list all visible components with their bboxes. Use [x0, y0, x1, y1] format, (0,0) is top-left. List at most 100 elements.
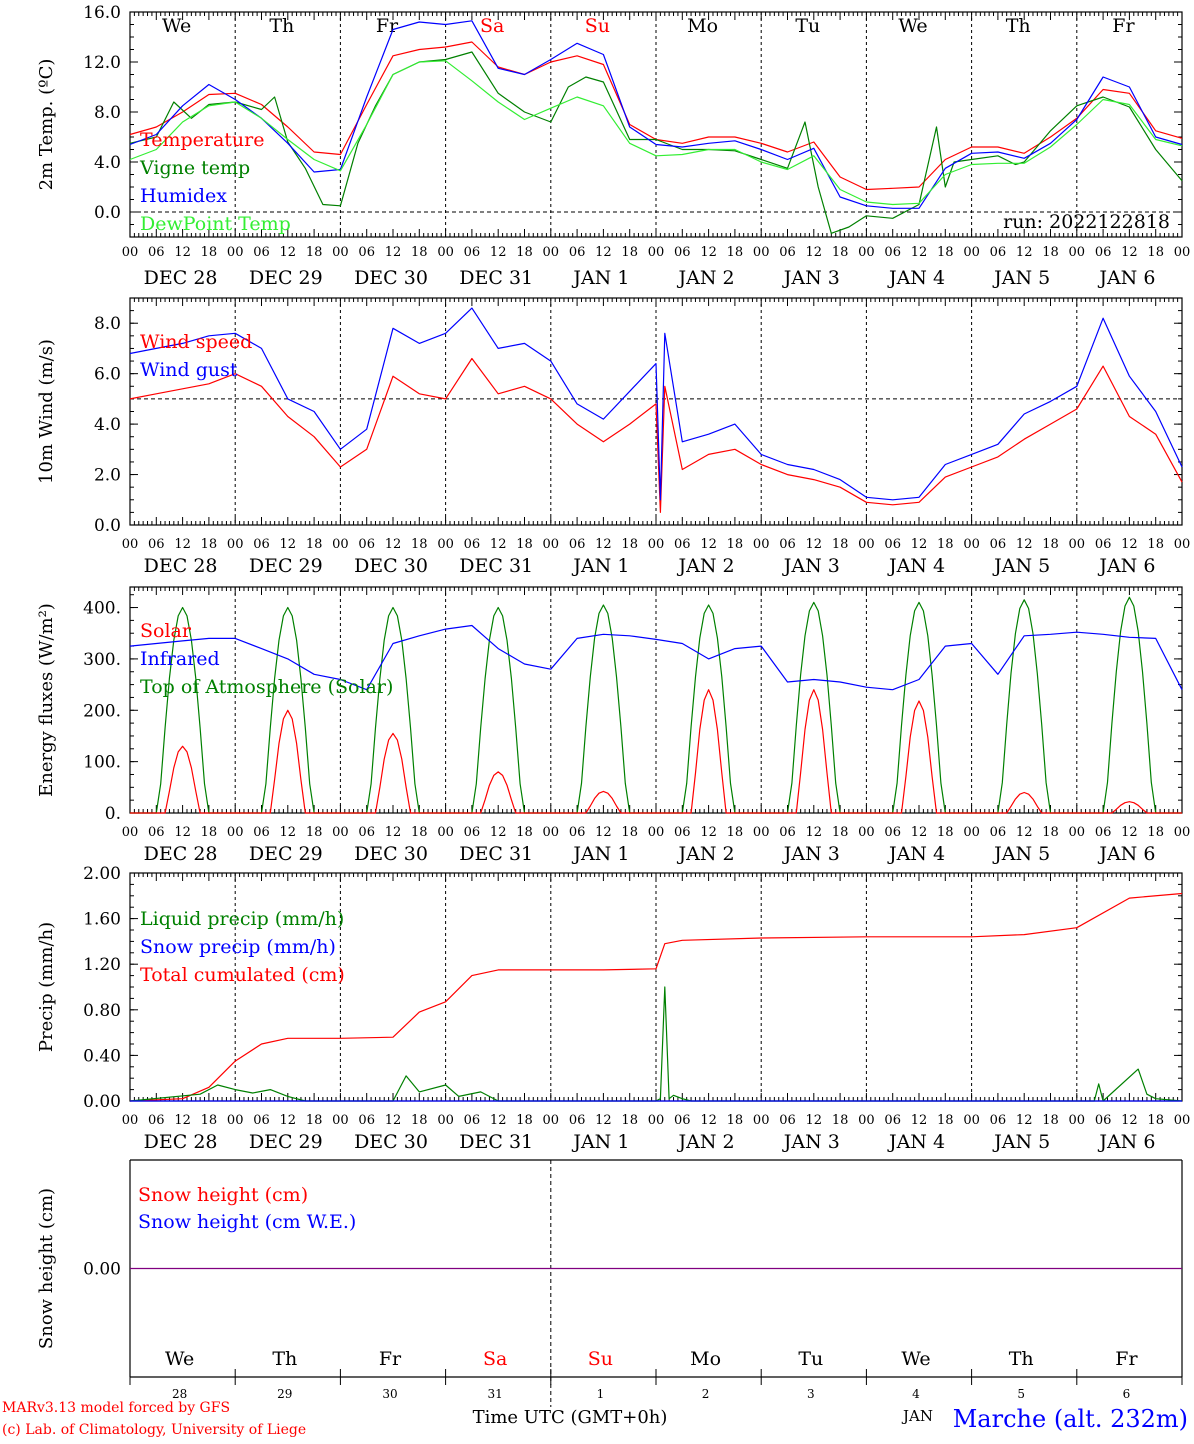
- hour-tick-label: 12: [1121, 537, 1138, 552]
- hour-tick-label: 00: [1069, 245, 1086, 260]
- y-tick-label: 0.0: [94, 516, 121, 536]
- hour-tick-label: 06: [358, 825, 375, 840]
- hour-tick-label: 06: [990, 825, 1007, 840]
- date-label: JAN 3: [782, 555, 840, 577]
- hour-tick-label: 00: [648, 245, 665, 260]
- hour-tick-label: 06: [990, 537, 1007, 552]
- hour-tick-label: 18: [411, 825, 428, 840]
- hour-tick-label: 18: [727, 825, 744, 840]
- hour-tick-label: 06: [148, 825, 165, 840]
- weekday-label: Th: [272, 1348, 297, 1370]
- hour-tick-label: 06: [358, 537, 375, 552]
- hour-tick-label: 12: [911, 1113, 928, 1128]
- hour-tick-label: 18: [411, 537, 428, 552]
- hour-tick-label: 18: [1147, 1113, 1164, 1128]
- chart-panel: 00 06 12 18 DEC 28 00 06 12 18 DEC 29 00 06 12 18 DEC …: [36, 3, 1190, 289]
- hour-tick-label: 12: [595, 537, 612, 552]
- weekday-label: Th: [269, 15, 294, 37]
- hour-tick-label: 18: [621, 537, 638, 552]
- weekday-label: Tu: [795, 15, 820, 37]
- legend-entry: Temperature: [140, 129, 264, 151]
- weekday-label: Tu: [798, 1348, 823, 1370]
- hour-tick-label: 18: [411, 1113, 428, 1128]
- hour-tick-label: 12: [280, 245, 297, 260]
- hour-tick-label: 18: [1042, 1113, 1059, 1128]
- legend-entry: Top of Atmosphere (Solar): [140, 676, 393, 698]
- legend-entry: Snow height (cm W.E.): [138, 1211, 356, 1233]
- hour-tick-label: 12: [1016, 1113, 1033, 1128]
- weekday-label: Fr: [1115, 1348, 1138, 1370]
- hour-tick-label: 18: [1042, 245, 1059, 260]
- date-label: JAN 3: [782, 267, 840, 289]
- hour-tick-label: 06: [1095, 245, 1112, 260]
- y-tick-label: 200.: [83, 701, 121, 721]
- hour-tick-label: 12: [490, 1113, 507, 1128]
- hour-tick-label: 18: [516, 825, 533, 840]
- hour-tick-label: 12: [700, 537, 717, 552]
- hour-tick-label: 12: [385, 1113, 402, 1128]
- hour-tick-label: 00: [648, 825, 665, 840]
- hour-tick-label: 12: [385, 825, 402, 840]
- hour-tick-label: 00: [1069, 825, 1086, 840]
- y-tick-label: 0.80: [83, 1001, 121, 1021]
- hour-tick-label: 18: [621, 245, 638, 260]
- hour-tick-label: 18: [621, 1113, 638, 1128]
- hour-tick-label: 00: [1069, 1113, 1086, 1128]
- weekday-label: Sa: [483, 1348, 507, 1370]
- hour-tick-label: 12: [595, 1113, 612, 1128]
- date-label: DEC 28: [144, 267, 218, 289]
- y-tick-label: 2.00: [83, 864, 121, 884]
- hour-tick-label: 12: [595, 825, 612, 840]
- station-label: Marche (alt. 232m): [953, 1405, 1188, 1433]
- y-tick-label: 4.0: [94, 415, 121, 435]
- hour-tick-label: 00: [332, 825, 349, 840]
- hour-tick-label: 12: [700, 245, 717, 260]
- hour-tick-label: 18: [201, 825, 218, 840]
- y-tick-label: 400.: [83, 599, 121, 619]
- date-label: DEC 29: [249, 555, 323, 577]
- hour-tick-label: 06: [148, 1113, 165, 1128]
- hour-tick-label: 00: [963, 825, 980, 840]
- hour-tick-label: 00: [332, 537, 349, 552]
- weekday-label: Mo: [687, 15, 718, 37]
- hour-tick-label: 12: [806, 825, 823, 840]
- date-label: JAN 4: [887, 267, 945, 289]
- hour-tick-label: 06: [990, 245, 1007, 260]
- hour-tick-label: 12: [490, 245, 507, 260]
- legend-entry: Liquid precip (mm/h): [140, 908, 344, 930]
- hour-tick-label: 18: [727, 245, 744, 260]
- hour-tick-label: 00: [963, 245, 980, 260]
- date-label: JAN 4: [887, 555, 945, 577]
- day-number-label: 5: [1017, 1387, 1025, 1401]
- hour-tick-label: 18: [306, 245, 323, 260]
- hour-tick-label: 12: [385, 245, 402, 260]
- weekday-label: Su: [588, 1348, 613, 1370]
- hour-tick-label: 12: [174, 825, 191, 840]
- hour-tick-label: 18: [516, 1113, 533, 1128]
- hour-tick-label: 00: [543, 245, 560, 260]
- y-axis-label: 10m Wind (m/s): [36, 339, 57, 484]
- hour-tick-label: 00: [543, 825, 560, 840]
- date-label: DEC 31: [459, 1131, 533, 1153]
- y-tick-label: 8.0: [94, 103, 121, 123]
- hour-tick-label: 06: [779, 825, 796, 840]
- legend-entry: Humidex: [140, 185, 227, 207]
- hour-tick-label: 06: [674, 825, 691, 840]
- hour-tick-label: 00: [858, 825, 875, 840]
- hour-tick-label: 00: [858, 537, 875, 552]
- y-tick-label: 8.0: [94, 314, 121, 334]
- date-label: JAN 2: [677, 1131, 735, 1153]
- weekday-label: Th: [1009, 1348, 1034, 1370]
- hour-tick-label: 06: [884, 825, 901, 840]
- hour-tick-label: 12: [1016, 245, 1033, 260]
- date-label: JAN 1: [571, 555, 629, 577]
- date-label: JAN 5: [992, 267, 1050, 289]
- date-label: DEC 30: [354, 555, 428, 577]
- footer: MARv3.13 model forced by GFS (c) Lab. of …: [2, 1400, 1188, 1438]
- legend-entry: Total cumulated (cm): [140, 964, 345, 986]
- weekday-label: Mo: [690, 1348, 721, 1370]
- legend-entry: Snow precip (mm/h): [140, 936, 336, 958]
- hour-tick-label: 18: [516, 245, 533, 260]
